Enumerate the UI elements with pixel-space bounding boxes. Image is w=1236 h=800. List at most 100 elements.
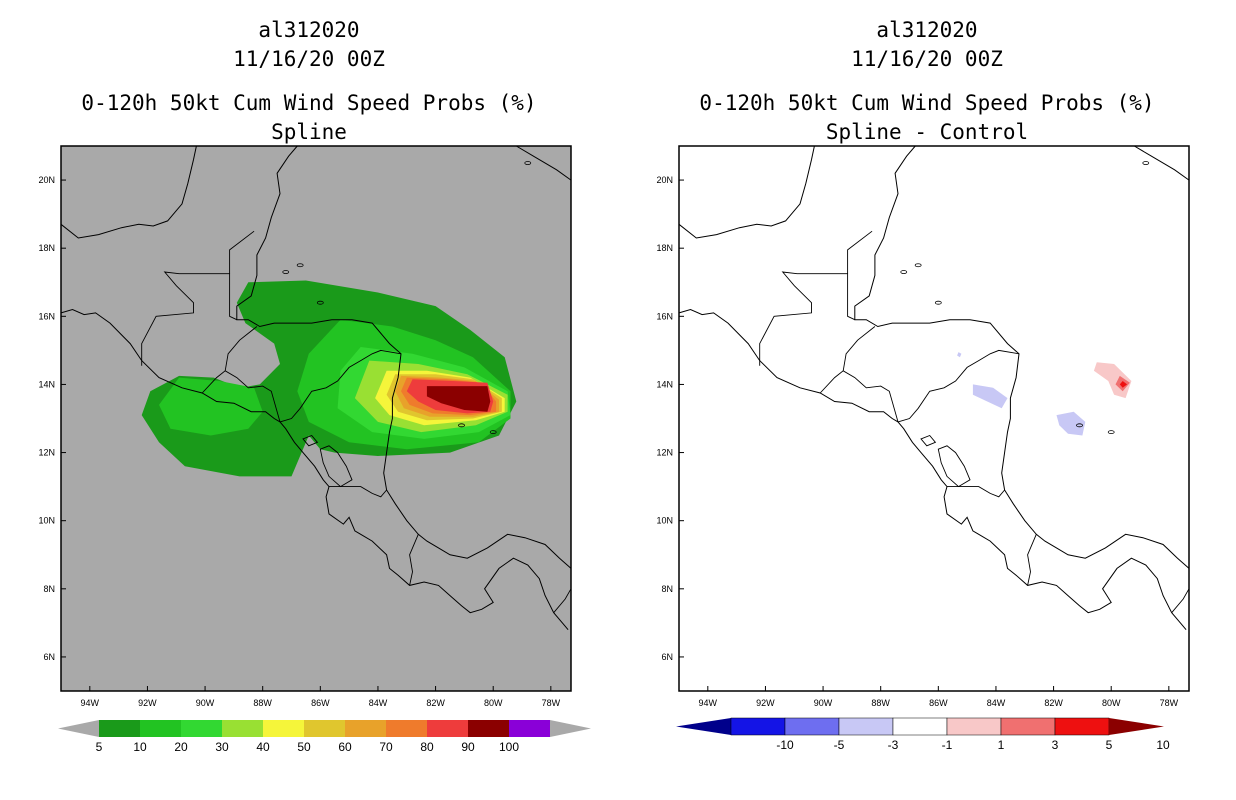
left-panel: al312020 11/16/20 00Z 0-120h 50kt Cum Wi… [38, 18, 591, 754]
coastline [60, 308, 569, 631]
country-border [759, 271, 855, 366]
lat-tick-label: 16N [38, 311, 55, 321]
colorbar-under-triangle [676, 718, 731, 735]
colorbar-swatch [509, 720, 550, 737]
colorbar-label: -5 [834, 738, 845, 752]
difference-probability-map: 94W 92W 90W 88W 86W 84W 82W 80W 78W20N18N16N14N1… [656, 145, 1190, 752]
colorbar-swatch [468, 720, 509, 737]
colorbar-swatch [838, 717, 894, 736]
lat-tick-label: 12N [656, 448, 673, 458]
lon-tick-label: 80W [484, 698, 503, 708]
plot-frame [60, 145, 572, 692]
colorbar-swatch [427, 720, 468, 737]
colorbar-swatch [892, 717, 948, 736]
island [900, 270, 908, 274]
product-title: 0-120h 50kt Cum Wind Speed Probs (%) [81, 91, 537, 115]
colorbar-swatch [222, 720, 263, 737]
country-border [842, 326, 876, 371]
colorbar-label: -1 [942, 738, 953, 752]
lon-tick-label: 78W [542, 698, 561, 708]
lat-tick-label: 10N [38, 516, 55, 526]
colorbar-over-triangle [550, 720, 591, 737]
lon-tick-label: 90W [196, 698, 215, 708]
country-border [819, 370, 899, 423]
colorbar-label: -3 [888, 738, 899, 752]
colorbar-label: 90 [461, 740, 475, 754]
island [914, 263, 922, 268]
country-border [947, 486, 1005, 498]
datetime-title: 11/16/20 00Z [233, 47, 385, 71]
colorbar-label: 70 [379, 740, 393, 754]
lat-tick-label: 8N [43, 584, 55, 594]
lon-tick-label: 84W [987, 698, 1006, 708]
colorbar-label: 10 [1156, 738, 1170, 752]
colorbar-label: 50 [297, 740, 311, 754]
coastline [1134, 145, 1190, 181]
probability-contour [426, 386, 491, 412]
country-border [279, 349, 402, 423]
lon-tick-label: 92W [756, 698, 775, 708]
lat-tick-label: 8N [661, 584, 673, 594]
coastline [516, 145, 572, 181]
lon-tick-label: 86W [929, 698, 948, 708]
country-border [1027, 534, 1037, 586]
colorbar-label: 40 [256, 740, 270, 754]
geography [60, 145, 572, 631]
colorbar-label: 100 [499, 740, 519, 754]
island [296, 263, 304, 268]
country-border [847, 230, 873, 274]
island [282, 270, 290, 274]
spline-probability-map: 94W 92W 90W 88W 86W 84W 82W 80W 78W 20N 18N 16N 14N 1… [38, 145, 591, 754]
colorbar-over-triangle [1109, 718, 1164, 735]
difference-contour [1119, 381, 1128, 388]
lon-tick-label: 88W [871, 698, 890, 708]
country-border [329, 486, 387, 498]
lon-tick-label: 80W [1102, 698, 1121, 708]
coastline [678, 145, 815, 239]
colorbar-swatch [730, 717, 786, 736]
lat-tick-label: 6N [661, 652, 673, 662]
island [1076, 423, 1083, 428]
colorbar-under-triangle [58, 720, 99, 737]
lake-outline [319, 445, 353, 488]
axis-ticks: 94W 92W 90W 88W 86W 84W 82W 80W 78W 20N 18N 16N 14N 1… [656, 175, 1178, 708]
colorbar-label: 20 [174, 740, 188, 754]
storm-id-title: al312020 [876, 18, 978, 42]
difference-contour [1056, 411, 1086, 436]
country-border [224, 326, 258, 371]
lake-outline [920, 434, 937, 447]
colorbar: -10 -5 -3 -1 1 3 5 10 [676, 717, 1170, 752]
colorbar-swatch [386, 720, 427, 737]
colorbar-swatch [1054, 717, 1110, 736]
colorbar-label: -10 [776, 738, 794, 752]
probability-contour [159, 377, 263, 436]
lon-tick-label: 92W [138, 698, 157, 708]
country-border [141, 271, 237, 366]
lat-tick-label: 20N [656, 175, 673, 185]
subtitle: Spline [271, 120, 347, 144]
colorbar-swatch [784, 717, 840, 736]
colorbar-label: 5 [1106, 738, 1113, 752]
colorbar-label: 1 [998, 738, 1005, 752]
island [316, 300, 324, 305]
island [524, 161, 532, 165]
map-background [679, 146, 1189, 691]
colorbar-label: 10 [133, 740, 147, 754]
country-border [897, 349, 1020, 423]
lon-tick-label: 84W [369, 698, 388, 708]
datetime-title: 11/16/20 00Z [851, 47, 1003, 71]
lat-tick-label: 16N [656, 311, 673, 321]
colorbar-swatch [304, 720, 345, 737]
lake-outline [302, 434, 319, 447]
lake-outline [937, 445, 971, 488]
difference-contours [957, 352, 1132, 436]
lat-tick-label: 14N [38, 379, 55, 389]
difference-contour [957, 352, 962, 358]
lon-tick-label: 82W [1044, 698, 1063, 708]
lat-tick-label: 6N [43, 652, 55, 662]
lat-tick-label: 20N [38, 175, 55, 185]
difference-contour [972, 384, 1008, 409]
country-border [229, 230, 255, 274]
lat-tick-label: 10N [656, 516, 673, 526]
island [458, 423, 465, 428]
